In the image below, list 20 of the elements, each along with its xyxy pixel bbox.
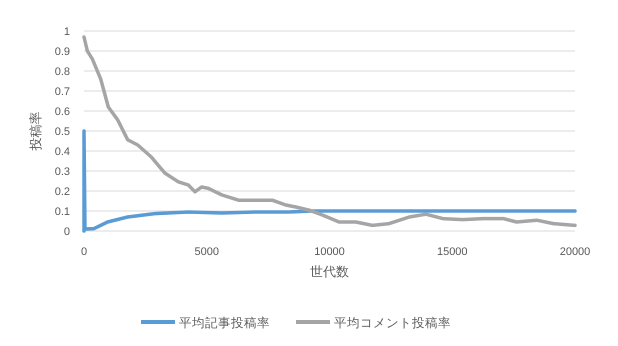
y-tick-label: 0.6 — [54, 106, 70, 118]
y-tick-label: 0.5 — [54, 126, 70, 138]
y-tick-label: 0.1 — [54, 206, 70, 218]
x-tick-label: 10000 — [314, 246, 345, 258]
y-tick-label: 0.8 — [54, 66, 70, 78]
x-tick-label: 20000 — [560, 246, 590, 258]
y-axis-title: 投稿率 — [28, 112, 43, 152]
legend-label: 平均記事投稿率 — [179, 315, 270, 330]
x-axis-title: 世代数 — [310, 264, 349, 279]
y-tick-label: 0.3 — [54, 166, 70, 178]
legend-label: 平均コメント投稿率 — [334, 315, 451, 330]
x-tick-label: 0 — [80, 246, 88, 258]
x-tick-label: 15000 — [436, 246, 468, 258]
y-tick-label: 0.4 — [54, 146, 70, 158]
y-tick-label: 0.2 — [54, 186, 70, 198]
x-tick-label: 5000 — [194, 246, 219, 258]
y-tick-label: 0.9 — [54, 46, 70, 58]
y-tick-label: 1 — [64, 26, 70, 38]
y-tick-label: 0.7 — [54, 86, 70, 98]
y-tick-label: 0 — [64, 226, 70, 238]
